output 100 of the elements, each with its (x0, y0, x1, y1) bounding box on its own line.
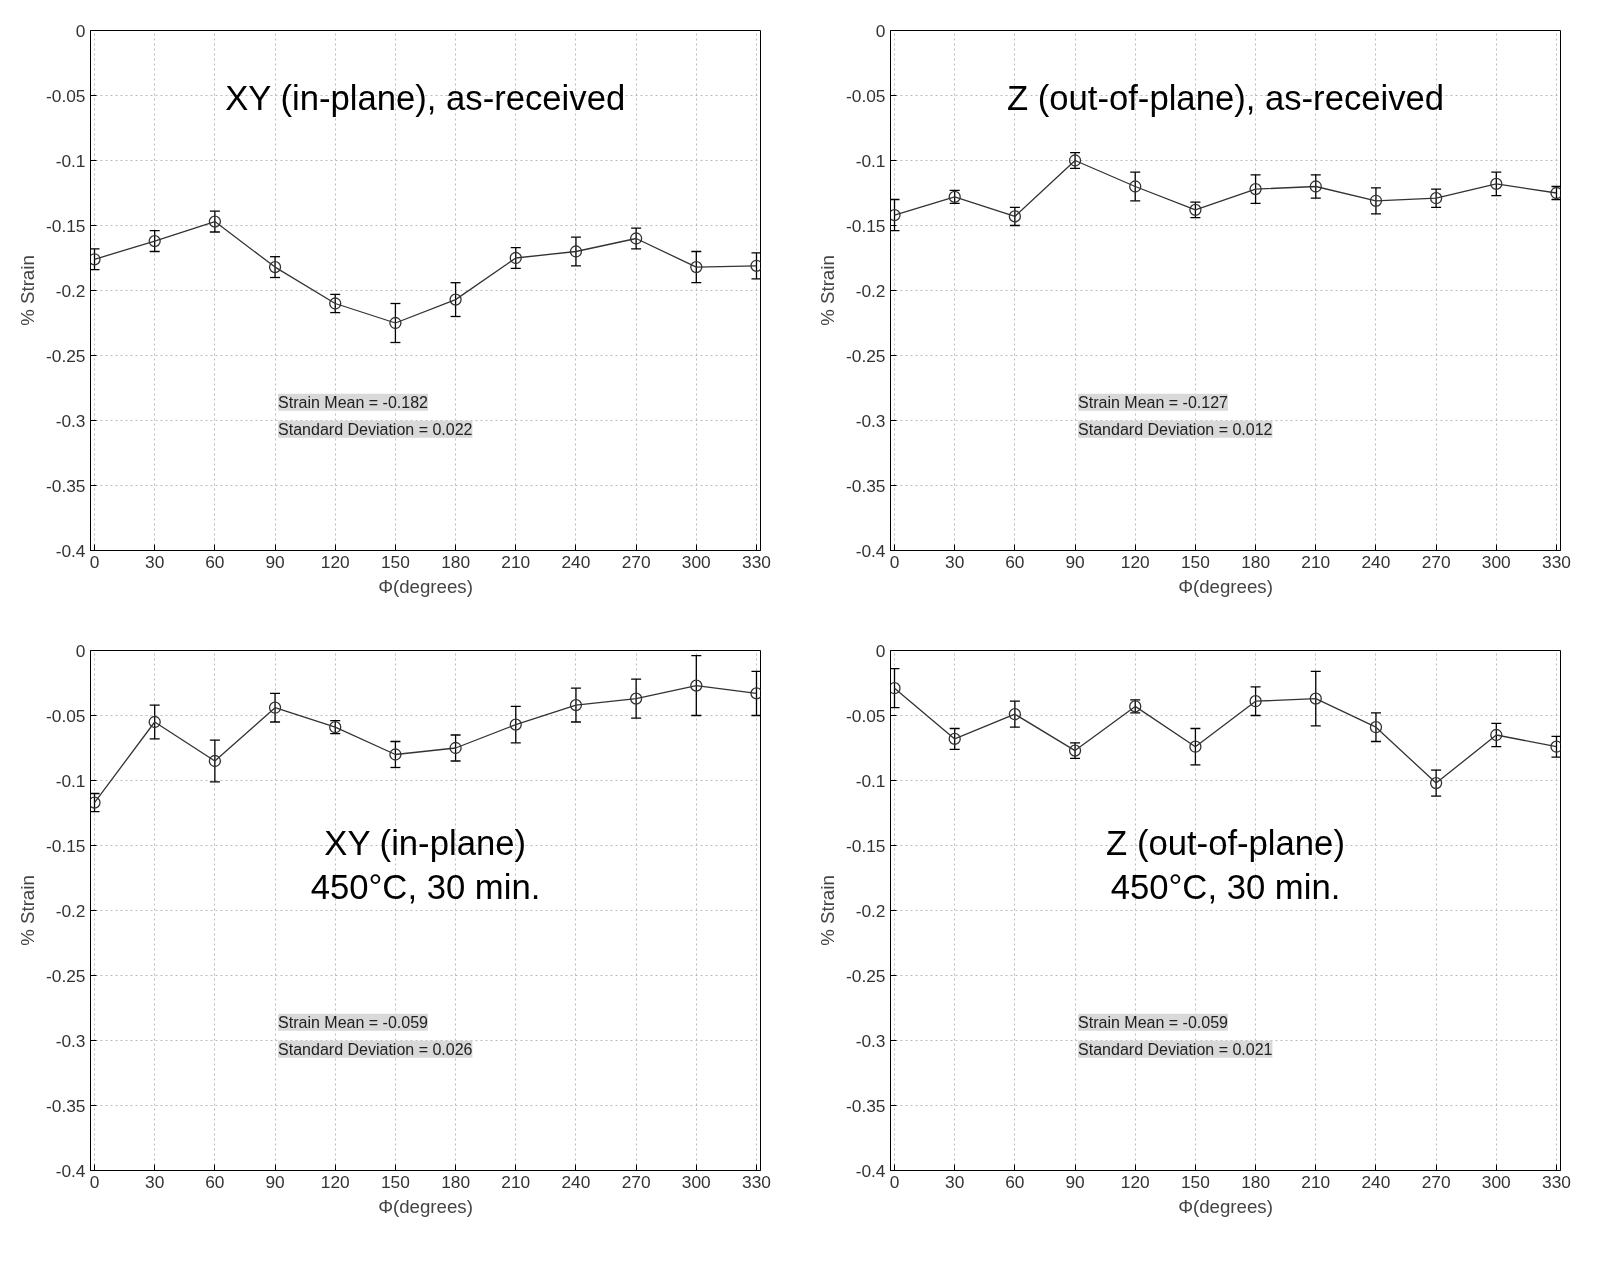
x-tick-label: 120 (320, 551, 350, 572)
y-tick-label: -0.05 (46, 705, 86, 726)
y-tick-label: -0.35 (46, 1095, 86, 1116)
x-tick-label: 30 (945, 1171, 965, 1192)
x-tick-label: 210 (1301, 551, 1331, 572)
annotation: Standard Deviation = 0.022 (278, 420, 473, 438)
x-tick-label: 330 (1542, 1171, 1571, 1192)
y-tick-label: 0 (75, 640, 86, 661)
annotation: Standard Deviation = 0.012 (1078, 420, 1273, 438)
y-tick-label: 0 (875, 640, 886, 661)
x-tick-label: 210 (501, 551, 531, 572)
y-tick-label: -0.05 (846, 705, 886, 726)
x-tick-label: 90 (1065, 1171, 1085, 1192)
y-tick-label: -0.15 (46, 835, 86, 856)
y-tick-label: -0.25 (46, 965, 86, 986)
x-tick-label: 30 (145, 551, 165, 572)
y-tick-label: -0.25 (846, 965, 886, 986)
y-tick-label: -0.3 (855, 1030, 886, 1051)
y-tick-label: -0.2 (55, 280, 86, 301)
y-tick-label: -0.15 (846, 835, 886, 856)
x-tick-label: 330 (742, 551, 771, 572)
x-tick-label: 90 (1065, 551, 1085, 572)
x-tick-label: 180 (1241, 1171, 1271, 1192)
x-tick-label: 150 (380, 1171, 410, 1192)
x-tick-label: 0 (89, 1171, 100, 1192)
y-tick-label: -0.25 (46, 345, 86, 366)
y-tick-label: -0.35 (46, 475, 86, 496)
x-tick-label: 210 (501, 1171, 531, 1192)
y-tick-label: -0.1 (55, 150, 86, 171)
x-tick-label: 0 (889, 551, 900, 572)
x-tick-label: 240 (1361, 1171, 1391, 1192)
x-tick-label: 330 (742, 1171, 771, 1192)
y-tick-label: -0.2 (855, 280, 886, 301)
x-tick-label: 240 (561, 1171, 591, 1192)
x-tick-label: 180 (441, 1171, 471, 1192)
x-tick-label: 270 (1421, 1171, 1451, 1192)
x-tick-label: 120 (1120, 1171, 1150, 1192)
y-axis-title: % Strain (17, 255, 38, 326)
x-tick-label: 300 (681, 551, 711, 572)
x-tick-label: 60 (1005, 1171, 1025, 1192)
annotation: 450°C, 30 min. (1110, 867, 1341, 906)
annotation: Standard Deviation = 0.021 (1078, 1040, 1273, 1058)
y-tick-label: -0.1 (855, 150, 886, 171)
annotation: XY (in-plane), as-received (225, 79, 626, 118)
y-tick-label: -0.1 (55, 770, 86, 791)
x-tick-label: 60 (1005, 551, 1025, 572)
y-axis-title: % Strain (817, 255, 838, 326)
y-tick-label: -0.4 (55, 1160, 86, 1181)
x-tick-label: 180 (441, 551, 471, 572)
annotation: Strain Mean = -0.059 (278, 1013, 429, 1031)
y-tick-label: -0.25 (846, 345, 886, 366)
x-tick-label: 30 (945, 551, 965, 572)
x-axis-title: Φ(degrees) (378, 1195, 473, 1217)
x-tick-label: 60 (205, 1171, 225, 1192)
y-tick-label: -0.3 (55, 1030, 86, 1051)
y-tick-label: -0.4 (55, 540, 86, 561)
annotation: Strain Mean = -0.059 (1078, 1013, 1229, 1031)
annotation: Z (out-of-plane) (1106, 823, 1345, 862)
x-tick-label: 150 (1180, 1171, 1210, 1192)
y-tick-label: -0.15 (846, 215, 886, 236)
annotation: XY (in-plane) (324, 823, 527, 862)
y-axis-title: % Strain (17, 875, 38, 946)
x-tick-label: 0 (889, 1171, 900, 1192)
x-tick-label: 240 (561, 551, 591, 572)
y-tick-label: -0.15 (46, 215, 86, 236)
x-tick-label: 90 (265, 1171, 285, 1192)
y-tick-label: -0.35 (846, 1095, 886, 1116)
x-tick-label: 240 (1361, 551, 1391, 572)
y-tick-label: -0.3 (855, 410, 886, 431)
x-tick-label: 300 (1481, 551, 1511, 572)
x-axis-title: Φ(degrees) (378, 575, 473, 597)
y-tick-label: -0.4 (855, 540, 886, 561)
x-tick-label: 270 (621, 1171, 651, 1192)
y-tick-label: -0.05 (846, 85, 886, 106)
x-axis-title: Φ(degrees) (1178, 1195, 1273, 1217)
y-tick-label: 0 (875, 20, 886, 41)
x-tick-label: 300 (1481, 1171, 1511, 1192)
x-axis-title: Φ(degrees) (1178, 575, 1273, 597)
x-tick-label: 270 (621, 551, 651, 572)
x-tick-label: 120 (1120, 551, 1150, 572)
x-tick-label: 120 (320, 1171, 350, 1192)
annotation: 450°C, 30 min. (310, 867, 541, 906)
x-tick-label: 210 (1301, 1171, 1331, 1192)
x-tick-label: 60 (205, 551, 225, 572)
y-tick-label: -0.3 (55, 410, 86, 431)
y-tick-label: -0.2 (855, 900, 886, 921)
y-tick-label: -0.1 (855, 770, 886, 791)
annotation: Strain Mean = -0.182 (278, 393, 429, 411)
y-tick-label: -0.2 (55, 900, 86, 921)
y-tick-label: -0.4 (855, 1160, 886, 1181)
y-tick-label: 0 (75, 20, 86, 41)
x-tick-label: 300 (681, 1171, 711, 1192)
annotation: Strain Mean = -0.127 (1078, 393, 1229, 411)
y-axis-title: % Strain (817, 875, 838, 946)
y-tick-label: -0.05 (46, 85, 86, 106)
annotation: Z (out-of-plane), as-received (1006, 79, 1445, 118)
x-tick-label: 270 (1421, 551, 1451, 572)
x-tick-label: 180 (1241, 551, 1271, 572)
x-tick-label: 0 (89, 551, 100, 572)
y-tick-label: -0.35 (846, 475, 886, 496)
